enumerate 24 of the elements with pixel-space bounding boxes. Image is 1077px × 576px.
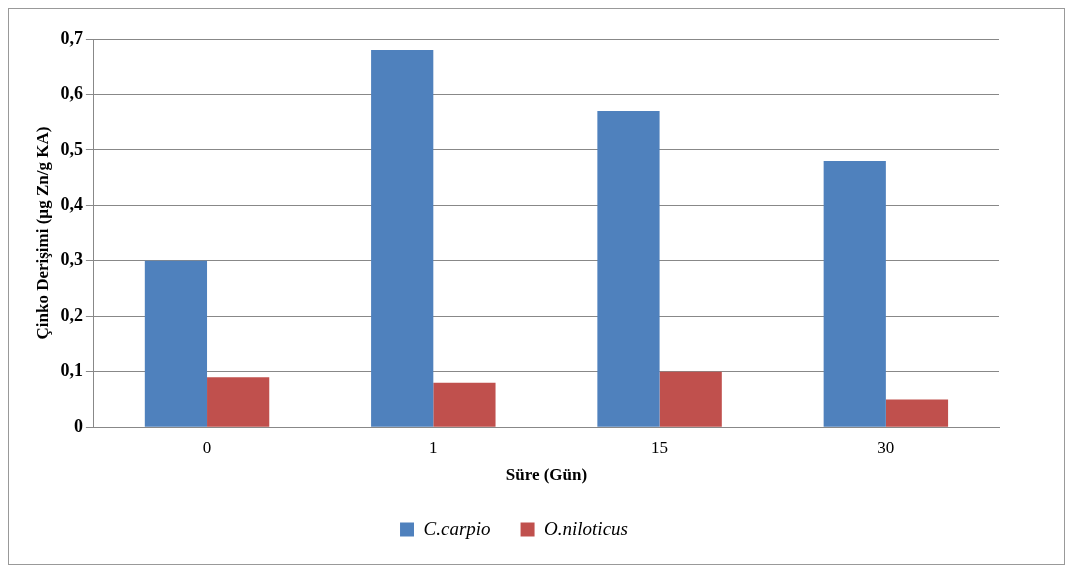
x-tick-label: 0 xyxy=(202,437,212,457)
y-tick-label: 0 xyxy=(73,415,83,436)
x-axis-title: Süre (Gün) xyxy=(505,465,588,485)
bar xyxy=(371,50,434,427)
bar xyxy=(885,399,949,427)
legend-label: C.carpio xyxy=(423,517,491,539)
y-tick-label: 0,7 xyxy=(60,27,83,48)
bar xyxy=(823,161,886,427)
y-tick-label: 0,6 xyxy=(60,83,83,104)
y-tick-label: 0,5 xyxy=(60,138,83,159)
bar xyxy=(207,377,270,427)
y-tick-label: 0,4 xyxy=(60,194,83,215)
x-tick-label: 1 xyxy=(429,437,438,457)
x-tick-label: 30 xyxy=(877,437,895,457)
bar xyxy=(433,382,496,427)
legend-label: O.niloticus xyxy=(544,517,628,539)
y-tick-label: 0,3 xyxy=(60,249,83,270)
bar xyxy=(659,371,722,427)
bar xyxy=(144,260,208,427)
y-tick-label: 0,1 xyxy=(60,360,83,381)
y-tick-label: 0,2 xyxy=(60,304,83,325)
bar xyxy=(597,111,660,427)
x-tick-label: 15 xyxy=(651,437,669,457)
y-axis-title: Çinko Derişimi (µg Zn/g KA) xyxy=(32,126,52,340)
